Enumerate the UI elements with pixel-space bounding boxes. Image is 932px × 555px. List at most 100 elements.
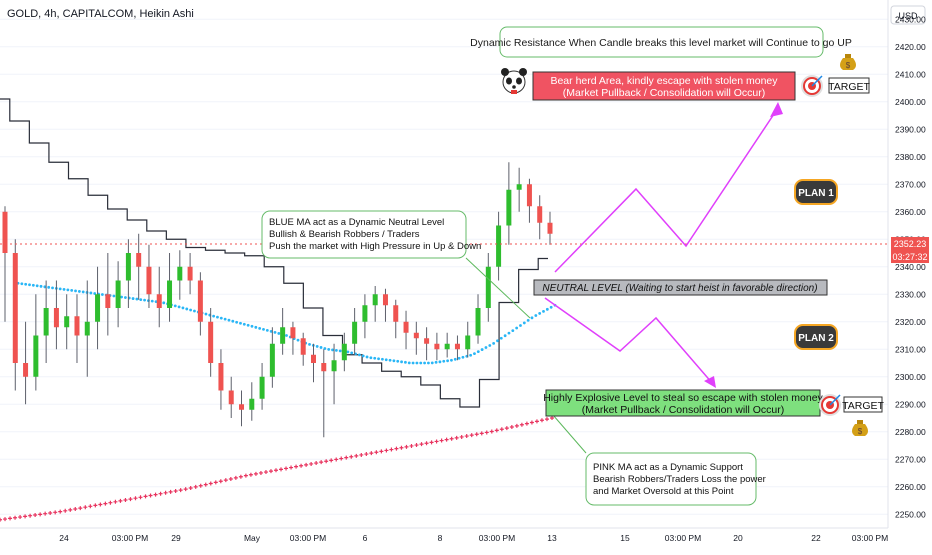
blue-ma-dot <box>100 293 104 296</box>
blue-ma-dot <box>120 295 123 299</box>
neutral-level-text: NEUTRAL LEVEL (Waiting to start heist in… <box>542 283 817 294</box>
blue-ma-dot <box>273 331 277 334</box>
blue-ma-dot <box>511 329 515 332</box>
pink-ma-marker <box>133 496 138 501</box>
time-tick-label: 20 <box>733 533 743 543</box>
pink-ma-marker <box>344 455 349 460</box>
pink-ma-marker <box>143 494 148 499</box>
price-tick-label: 2260.00 <box>895 482 926 492</box>
blue-ma-dot <box>204 312 208 316</box>
blue-ma-dot <box>258 326 262 330</box>
blue-ma-dot <box>254 325 258 329</box>
pink-ma-marker <box>469 433 474 438</box>
pink-ma-marker <box>334 457 339 462</box>
candle-body <box>403 321 409 333</box>
pink-ma-marker <box>479 431 484 436</box>
blue-ma-dot <box>124 296 127 299</box>
blue-ma-dot <box>135 297 139 301</box>
time-tick-label: 03:00 PM <box>479 533 515 543</box>
plan2-path <box>544 297 714 385</box>
pink-ma-marker <box>324 459 329 464</box>
blue-ma-dot <box>223 317 227 321</box>
blue-ma-dot <box>392 359 396 363</box>
plan2-arrowhead <box>704 376 716 388</box>
pink-ma-marker <box>178 488 183 493</box>
target-bottom-label-box <box>843 396 883 413</box>
blue-ma-dot <box>545 307 549 311</box>
pink-ma-marker <box>263 470 268 475</box>
candle-body <box>105 294 111 308</box>
pink-ma-callout: PINK MA act as a Dynamic Support Bearish… <box>585 452 766 506</box>
blue-ma-dot <box>384 358 388 362</box>
candle-body <box>208 321 214 363</box>
pink-ma-marker <box>389 447 394 452</box>
pink-ma-marker <box>489 429 494 434</box>
pink-ma-callout-pointer <box>552 414 587 454</box>
blue-ma-dot <box>400 360 403 364</box>
blue-ma-dot <box>453 357 457 361</box>
candle-body <box>43 308 49 336</box>
pink-ma-marker <box>289 465 294 470</box>
pink-ma-marker <box>434 439 439 444</box>
pink-ma-marker <box>53 510 58 515</box>
blue-ma-dot <box>139 298 143 301</box>
price-axis[interactable]: USD 2250.002260.002270.002280.002290.002… <box>887 0 932 550</box>
blue-ma-dot <box>296 338 300 342</box>
price-tick-label: 2400.00 <box>895 97 926 107</box>
pink-ma-marker <box>314 461 319 466</box>
price-tick-label: 2270.00 <box>895 454 926 464</box>
pink-ma-marker <box>78 506 83 511</box>
pink-ma-marker <box>0 517 2 522</box>
pink-ma-marker <box>449 436 454 441</box>
pink-ma-line3: and Market Oversold at this Point <box>593 486 734 497</box>
pink-ma-marker <box>319 460 324 465</box>
pink-ma-marker <box>228 477 233 481</box>
blue-ma-dot <box>331 348 334 352</box>
pink-ma-marker <box>173 489 178 493</box>
price-tick-label: 2410.00 <box>895 69 926 79</box>
candle-body <box>352 321 358 344</box>
pink-ma-marker <box>354 453 359 458</box>
blue-ma-dot <box>81 290 85 294</box>
blue-ma-dot <box>62 287 66 291</box>
countdown-label: 03:27:32 <box>892 252 927 262</box>
pink-ma-marker <box>243 473 248 478</box>
candle-body <box>424 338 430 344</box>
blue-ma-dot <box>534 314 538 317</box>
blue-ma-dot <box>415 361 419 365</box>
bull-zone-line2: (Market Pullback / Consolidation will Oc… <box>582 404 784 416</box>
time-axis[interactable]: 24 03:00 PM 29 May 03:00 PM 6 8 03:00 PM 13 15 03:… <box>0 527 888 543</box>
blue-ma-dot <box>285 334 288 337</box>
blue-ma-dot <box>480 348 484 351</box>
pink-ma-marker <box>13 515 18 520</box>
candle-body <box>382 294 388 306</box>
last-price-label: 2352.23 <box>894 239 927 249</box>
pink-ma-marker <box>364 452 369 457</box>
pink-ma-marker <box>203 482 208 487</box>
pink-ma-marker <box>193 484 198 489</box>
blue-ma-dot <box>66 288 70 292</box>
blue-ma-dot <box>396 359 400 363</box>
blue-ma-dot <box>526 318 530 322</box>
price-tick-label: 2310.00 <box>895 344 926 354</box>
blue-ma-dot <box>150 299 154 303</box>
blue-ma-dot <box>319 346 323 349</box>
pink-ma-marker <box>18 515 23 520</box>
blue-ma-dot <box>185 307 189 311</box>
candle-body <box>341 343 347 361</box>
blue-ma-dot <box>492 341 496 345</box>
pink-ma-marker <box>83 505 88 510</box>
candle-body <box>310 354 316 363</box>
currency-label: USD <box>898 11 918 21</box>
resistance-note: Dynamic Resistance When Candle breaks th… <box>470 26 852 58</box>
plan2-text: PLAN 2 <box>798 333 834 344</box>
pink-ma-marker <box>28 513 33 518</box>
time-tick-label: 8 <box>438 533 443 543</box>
time-tick-label: 15 <box>620 533 630 543</box>
blue-ma-dot <box>442 359 446 363</box>
blue-ma-dot <box>430 361 434 365</box>
blue-ma-dot <box>388 358 392 362</box>
pink-ma-marker <box>118 498 123 503</box>
blue-ma-dot <box>131 297 135 300</box>
